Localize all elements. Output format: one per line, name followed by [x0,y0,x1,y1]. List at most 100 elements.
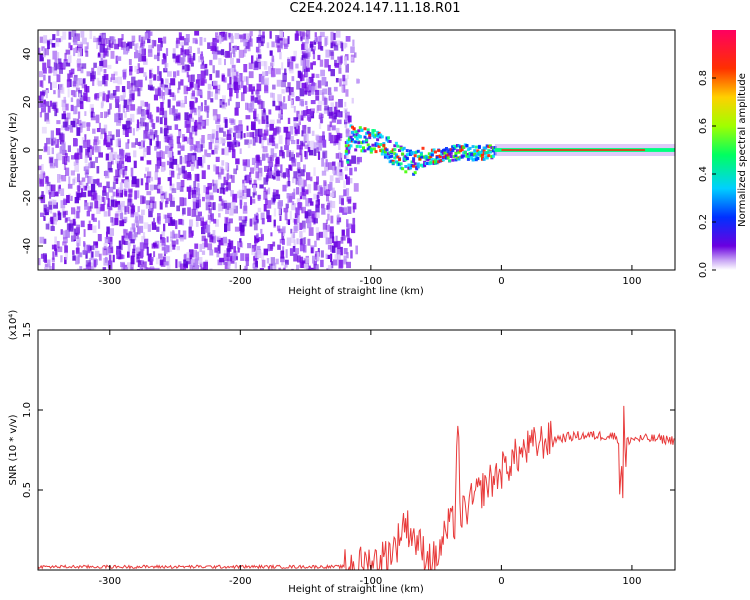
spectrogram-cell [252,136,256,146]
spectrogram-cell [322,88,328,95]
spectrogram-cell [72,255,76,261]
spectrogram-cell [316,251,320,261]
spectrogram-cell [293,239,296,248]
spectrogram-xlabel: Height of straight line (km) [288,286,424,297]
spectrogram-cell [393,144,397,148]
spectrogram-cell [180,180,185,188]
spectrogram-cell [98,152,103,158]
spectrogram-cell [295,207,300,216]
spectrogram-cell [222,236,227,244]
spectrogram-cell [330,42,333,48]
spectrogram-cell [44,263,48,270]
spectrogram-cell [267,244,273,251]
spectrogram-cell [399,162,403,166]
spectrogram-cell [292,232,296,239]
spectrogram-cell [159,259,164,266]
spectrogram-cell [270,68,276,77]
spectrogram-cell [360,128,364,132]
spectrogram-cell [276,68,281,75]
spectrogram-cell [217,90,221,95]
spectrogram-cell [315,227,320,232]
spectrogram-cell [194,258,199,266]
spectrogram-cell [81,191,87,198]
spectrogram-cell [156,106,160,113]
spectrogram-cell [325,253,328,259]
spectrogram-cell [228,239,231,247]
spectrogram-cell [219,99,225,108]
spectrogram-cell [316,105,319,114]
spectrogram-cell [58,132,64,140]
spectrogram-cell [194,30,200,36]
spectrogram-cell [272,241,276,247]
spectrogram-cell [267,244,270,252]
spectrogram-cell [452,155,456,159]
spectrogram-cell [221,160,225,166]
spectrogram-cell [121,34,124,41]
spectrogram-cell [280,164,283,173]
spectrogram-cell [165,78,169,84]
spectrogram-cell [221,137,226,143]
spectrogram-cell [164,117,168,126]
spectrogram-cell [263,191,268,200]
spectrogram-cell [106,181,110,189]
spectrogram-cell [306,30,311,39]
spectrogram-cell [327,107,333,116]
spectrogram-cell [139,242,145,251]
spectrogram-cell [347,115,352,123]
spectrogram-cell [183,259,188,267]
spectrogram-cell [76,211,80,219]
spectrogram-cell [239,227,244,234]
spectrogram-cell [242,190,245,197]
spectrogram-cell [443,148,447,152]
y-tick-label: -20 [22,190,33,206]
spectrogram-cell [164,87,168,96]
spectrogram-cell [234,256,238,261]
spectrogram-cell [215,156,220,162]
spectrogram-cell [175,220,178,230]
spectrogram-cell [200,144,203,152]
spectrogram-cell [109,103,112,110]
spectrogram-cell [353,183,359,192]
spectrogram-cell [305,189,309,195]
spectrogram-cell [103,211,108,217]
spectrogram-cell [264,85,269,94]
spectrogram-cell [457,150,461,154]
spectrogram-cell [285,168,289,177]
spectrogram-cell [352,202,357,210]
spectrogram-cell [350,250,353,259]
spectrogram-cell [198,109,201,118]
spectrogram-cell [332,165,335,174]
spectrogram-cell [279,238,284,244]
spectrogram-cell [258,134,262,143]
spectrogram-cell [317,41,322,50]
spectrogram-cell [416,155,420,159]
spectrogram-cell [466,157,470,161]
spectrogram-cell [454,154,458,158]
spectrogram-cell [137,206,140,213]
spectrogram-cell [131,180,136,187]
spectrogram-cell [229,88,233,97]
spectrogram-cell [278,107,282,114]
spectrogram-cell [93,139,97,146]
spectrogram-cell [284,211,288,221]
spectrogram-cell [306,221,312,229]
spectrogram-cell [236,84,241,90]
spectrogram-cell [119,189,123,198]
spectrogram-cell [311,211,317,220]
spectrogram-cell [184,120,188,128]
spectrogram-cell [53,140,57,146]
spectrogram-cell [60,188,65,196]
spectrogram-cell [446,149,450,153]
spectrogram-cell [41,95,44,103]
spectrogram-cell [79,95,83,104]
spectrogram-cell [108,186,114,193]
spectrogram-cell [205,186,210,195]
spectrogram-cell [204,63,208,69]
spectrogram-cell [313,167,316,176]
spectrogram-cell [273,127,277,136]
spectrogram-cell [246,132,249,137]
spectrogram-cell [308,198,311,204]
spectrogram-cell [81,121,86,128]
spectrogram-cell [303,237,307,244]
spectrogram-cell [96,128,101,133]
